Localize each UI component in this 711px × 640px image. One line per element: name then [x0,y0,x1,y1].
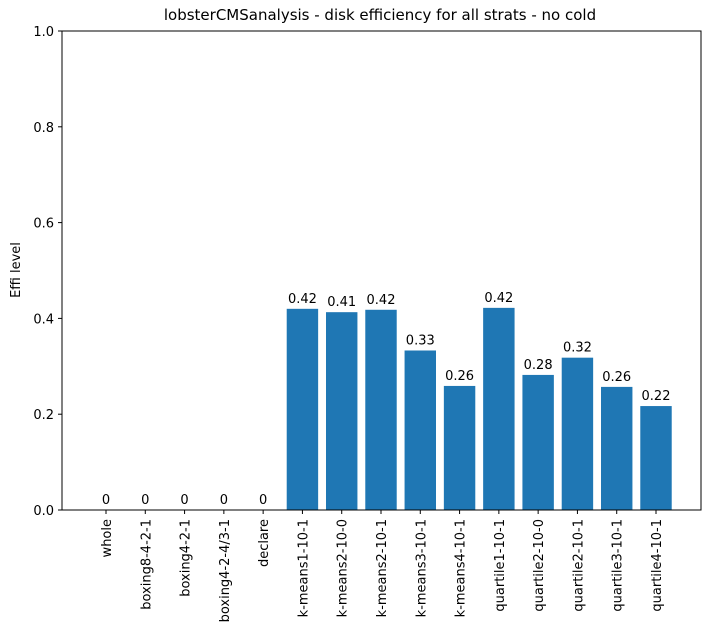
data-labels-layer: 0 0 0 0 0 0.42 0.41 0.42 0.33 0.26 0.42 0.28 0.32 0.2… [102,291,671,508]
x-tick-label: whole [100,519,115,557]
x-axis: whole boxing8-4-2-1 boxing4-2-1 boxing4-2-4… [100,510,665,622]
x-tick-label: quartile2-10-0 [532,519,547,612]
x-tick-label: quartile1-10-1 [493,519,508,612]
x-tick-label: quartile4-10-1 [650,519,665,612]
y-tick-label: 0.4 [33,312,54,327]
y-tick-label: 0.6 [33,217,54,232]
bar-value-label: 0 [259,493,267,508]
bar [561,357,594,510]
bar-value-label: 0.42 [367,293,396,308]
bar [522,374,554,510]
y-tick-label: 0.0 [33,504,54,519]
bar [443,385,476,510]
bar-value-label: 0.28 [524,358,553,373]
bar-value-label: 0.41 [327,295,356,310]
chart-title: lobsterCMSanalysis - disk efficiency for… [164,6,596,24]
x-tick-label: quartile2-10-1 [571,519,586,612]
x-tick-label: k-means1-10-1 [296,519,311,617]
bar [601,386,633,510]
bar [365,309,397,510]
x-tick-label: boxing4-2-1 [179,519,194,597]
bar [326,312,358,510]
x-tick-label: k-means3-10-1 [414,519,429,617]
y-tick-label: 0.2 [33,408,54,423]
y-axis: 0.0 0.2 0.4 0.6 0.8 1.0 [33,25,62,519]
bar-value-label: 0 [220,493,228,508]
bar-value-label: 0.32 [563,341,592,356]
bar [404,350,436,510]
x-tick-label: k-means2-10-1 [375,519,390,617]
bar [640,406,672,510]
bar-value-label: 0 [141,493,149,508]
y-axis-label: Effi level [9,242,24,298]
y-tick-label: 1.0 [33,25,54,40]
x-tick-label: quartile3-10-1 [611,519,626,612]
bar-value-label: 0.42 [484,291,513,306]
bar-value-label: 0 [102,493,110,508]
x-tick-label: boxing4-2-4/3-1 [218,519,233,622]
bar-value-label: 0.26 [602,370,631,385]
y-tick-label: 0.8 [33,121,54,136]
x-tick-label: declare [257,519,272,567]
bar-value-label: 0.26 [445,369,474,384]
bar-value-label: 0.22 [642,389,671,404]
bar [286,308,319,510]
x-tick-label: boxing8-4-2-1 [139,519,154,610]
bar-value-label: 0 [180,493,188,508]
bar-value-label: 0.42 [288,292,317,307]
bar-value-label: 0.33 [406,333,435,348]
bars-layer [286,307,672,510]
x-tick-label: k-means4-10-1 [454,519,469,617]
x-tick-label: k-means2-10-0 [336,519,351,617]
bar [483,307,515,510]
